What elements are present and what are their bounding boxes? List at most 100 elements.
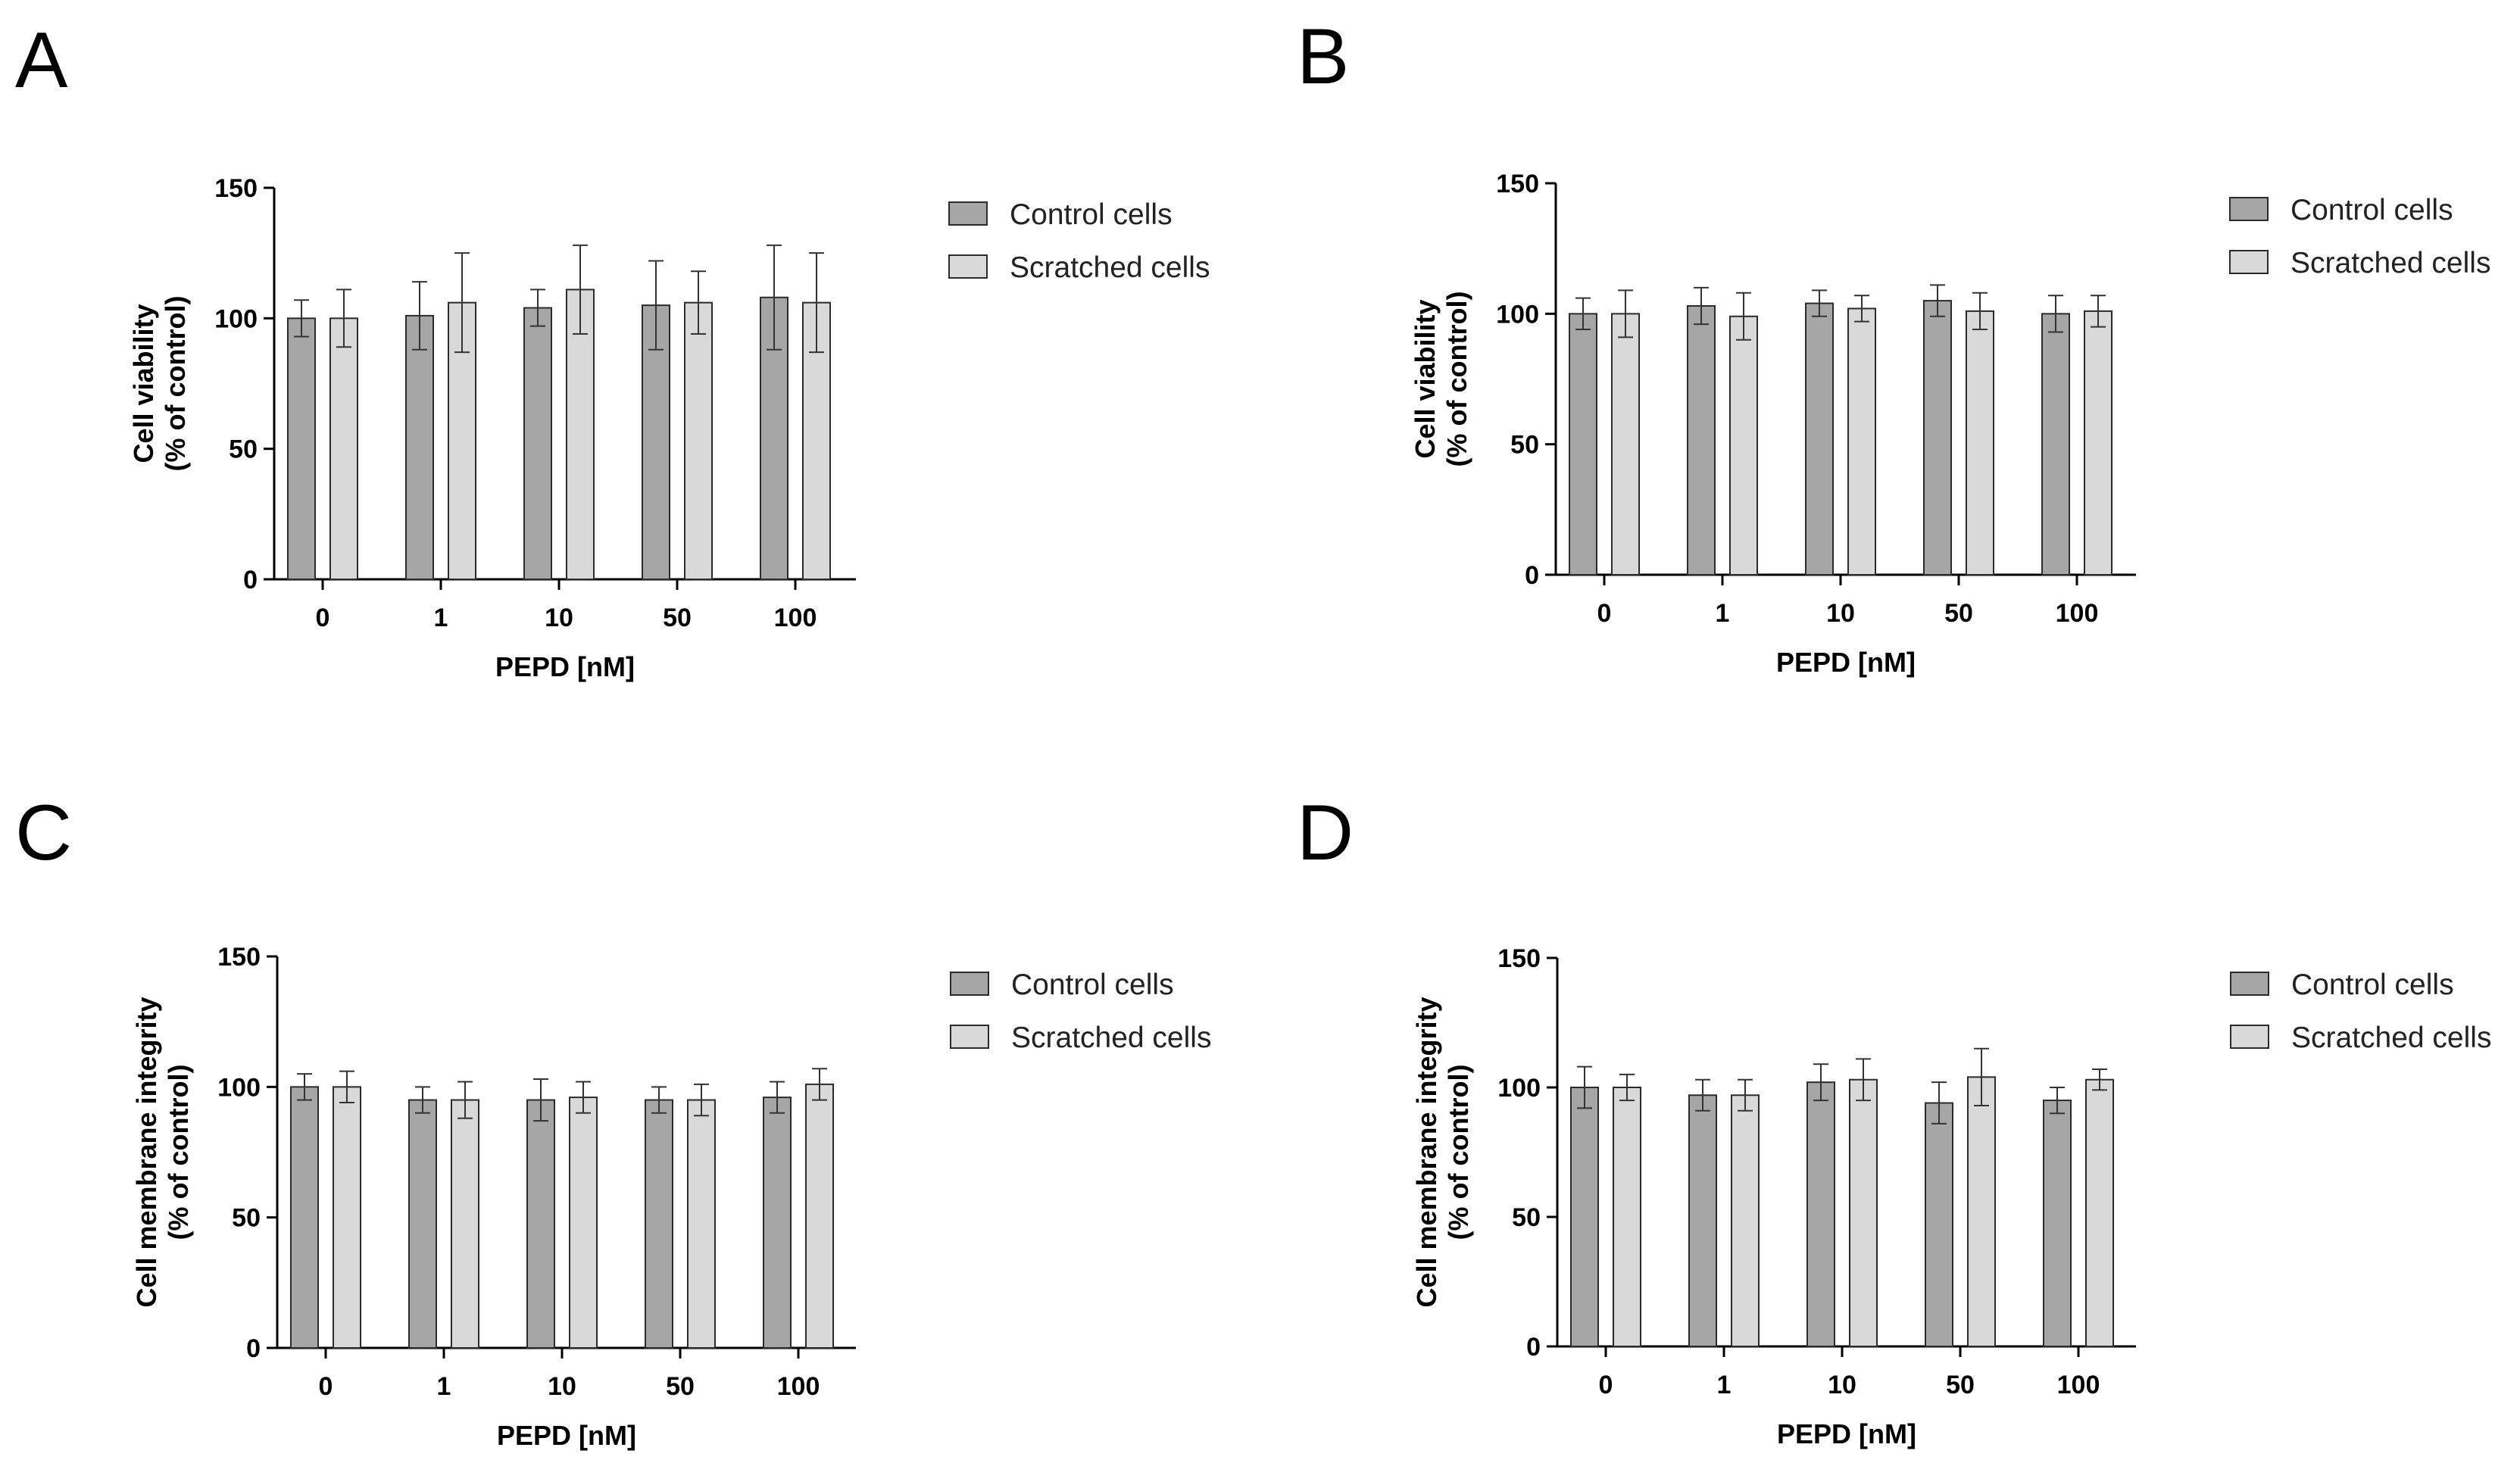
bar-scratched	[448, 301, 476, 580]
x-tick-label: 0	[1597, 599, 1612, 628]
bar-control	[2043, 1100, 2072, 1347]
x-tick-label: 50	[663, 604, 692, 632]
x-tick-label: 10	[545, 604, 573, 632]
y-tick-label: 50	[1510, 431, 1539, 460]
bar-control	[1569, 313, 1597, 576]
y-axis-title-line-1: Cell membrane integrity	[131, 997, 162, 1307]
bar-control	[645, 1099, 673, 1349]
y-axis-title: Cell membrane integrity(% of control)	[131, 997, 194, 1307]
x-tick-label: 50	[1944, 599, 1973, 628]
y-tick-label: 150	[217, 943, 261, 972]
y-tick-label: 100	[214, 304, 258, 333]
legend-swatch-control	[948, 201, 988, 226]
bar-scratched	[329, 317, 358, 580]
legend-swatch-control	[2229, 197, 2269, 221]
bar-scratched	[1966, 310, 1994, 576]
bar-scratched	[1731, 1094, 1760, 1347]
legend-swatch-control	[950, 972, 989, 996]
legend-swatch-scratched	[2229, 250, 2269, 274]
y-tick-label: 150	[1496, 170, 1539, 198]
bar-control	[1570, 1087, 1599, 1347]
bar-scratched	[1847, 307, 1876, 576]
legend-swatch-control	[2230, 972, 2269, 996]
x-tick-label: 100	[2057, 1371, 2100, 1399]
y-tick-label: 0	[1526, 1333, 1541, 1362]
chart-panel-c: C 0 50 100 150 Cell membrane integrity(% of c…	[15, 789, 1211, 1451]
x-tick-label: 0	[316, 604, 330, 632]
bar-scratched	[1849, 1078, 1878, 1347]
x-tick-label: 10	[1828, 1371, 1856, 1399]
legend-label-control: Control cells	[2290, 194, 2453, 226]
bar-control	[1923, 300, 1952, 576]
bar-scratched	[684, 301, 713, 580]
legend-swatch-scratched	[950, 1025, 989, 1049]
y-axis-title: Cell viability(% of control)	[128, 296, 191, 472]
x-tick-label: 100	[2056, 599, 2099, 628]
bar-control	[523, 307, 552, 580]
y-tick-label: 100	[1496, 300, 1539, 329]
y-axis-title: Cell membrane integrity(% of control)	[1411, 997, 1474, 1307]
x-axis-title: PEPD [nM]	[1776, 647, 1916, 678]
bar-control	[2041, 313, 2070, 576]
y-axis-title-line-2: (% of control)	[160, 296, 191, 472]
x-tick-label: 1	[434, 604, 448, 632]
bar-scratched	[333, 1086, 361, 1349]
bar-control	[642, 304, 670, 580]
legend-swatch-scratched	[2230, 1025, 2269, 1049]
bar-control	[1687, 304, 1716, 576]
legend-label-control: Control cells	[1010, 198, 1173, 231]
y-tick-label: 0	[1525, 561, 1539, 590]
bar-scratched	[805, 1083, 834, 1349]
bar-control	[763, 1097, 792, 1349]
bar-control	[290, 1086, 319, 1349]
y-tick-label: 150	[214, 174, 258, 203]
y-axis-title-line-2: (% of control)	[163, 1065, 194, 1240]
y-tick-label: 0	[243, 566, 258, 594]
bar-control	[405, 314, 434, 580]
x-tick-label: 1	[1717, 1371, 1732, 1399]
legend-label-control: Control cells	[1011, 969, 1174, 1001]
bar-scratched	[566, 289, 595, 580]
legend-label-scratched: Scratched cells	[1010, 251, 1210, 284]
x-tick-label: 50	[1946, 1371, 1975, 1399]
x-axis-title: PEPD [nM]	[1777, 1418, 1916, 1449]
bar-control	[1805, 302, 1834, 576]
x-tick-label: 10	[548, 1372, 576, 1401]
x-axis-title: PEPD [nM]	[495, 651, 635, 682]
y-tick-label: 150	[1497, 944, 1541, 973]
legend-label-scratched: Scratched cells	[1011, 1022, 1211, 1054]
x-tick-label: 1	[1716, 599, 1730, 628]
x-tick-label: 50	[666, 1372, 695, 1401]
panel-letter: C	[15, 789, 72, 877]
y-axis-title-line-1: Cell viability	[1410, 299, 1441, 458]
y-axis-title-line-1: Cell viability	[128, 304, 159, 463]
x-tick-label: 10	[1826, 599, 1855, 628]
bar-control	[1925, 1102, 1953, 1348]
bar-scratched	[2084, 310, 2112, 576]
bar-scratched	[569, 1097, 598, 1349]
y-tick-label: 100	[1497, 1074, 1541, 1103]
panel-letter: B	[1297, 13, 1349, 101]
x-axis-title: PEPD [nM]	[497, 1420, 636, 1451]
legend-swatch-scratched	[948, 254, 988, 279]
bar-control	[287, 317, 316, 580]
x-tick-label: 100	[774, 604, 817, 632]
bar-scratched	[1729, 315, 1758, 576]
panel-letter: A	[15, 17, 68, 105]
x-tick-label: 100	[777, 1372, 820, 1401]
x-tick-label: 1	[437, 1372, 451, 1401]
bar-control	[1806, 1081, 1835, 1348]
x-tick-label: 0	[319, 1372, 333, 1401]
bar-scratched	[2085, 1078, 2114, 1347]
x-tick-label: 0	[1599, 1371, 1613, 1399]
bar-scratched	[1611, 313, 1640, 576]
legend-label-control: Control cells	[2291, 969, 2454, 1001]
bar-scratched	[451, 1099, 479, 1349]
y-axis-title-line-2: (% of control)	[1443, 1065, 1474, 1240]
bar-control	[526, 1099, 555, 1349]
bar-scratched	[1967, 1076, 1996, 1347]
bar-control	[408, 1099, 437, 1349]
panel-letter: D	[1297, 789, 1354, 877]
bar-control	[1688, 1094, 1717, 1347]
